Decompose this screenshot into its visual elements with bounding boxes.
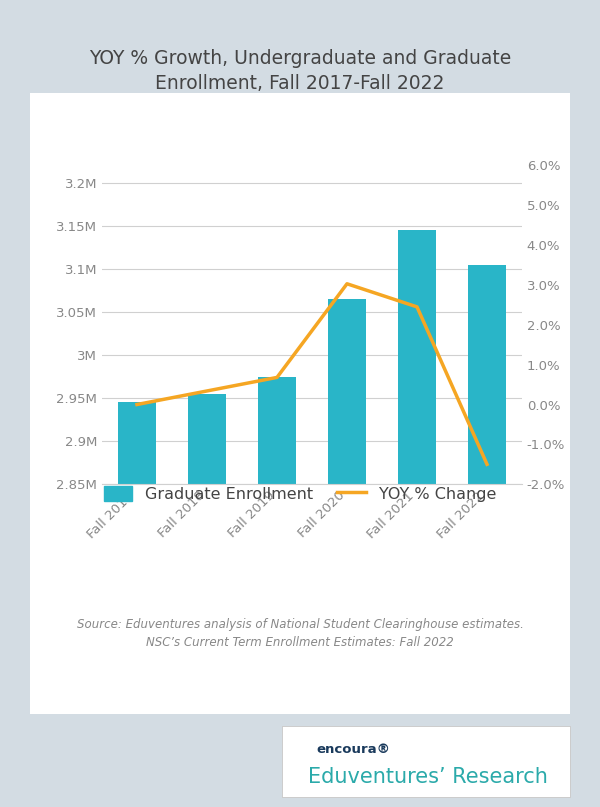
Bar bbox=[188, 394, 226, 807]
Bar bbox=[118, 403, 156, 807]
Bar bbox=[468, 265, 506, 807]
Bar bbox=[398, 230, 436, 807]
Legend: Graduate Enrollment, YOY % Change: Graduate Enrollment, YOY % Change bbox=[97, 479, 503, 508]
Bar bbox=[258, 377, 296, 807]
Text: Eduventures’ Research: Eduventures’ Research bbox=[308, 767, 548, 788]
Text: encoura®: encoura® bbox=[317, 742, 391, 755]
Text: YOY % Growth, Undergraduate and Graduate
Enrollment, Fall 2017-Fall 2022: YOY % Growth, Undergraduate and Graduate… bbox=[89, 49, 511, 93]
Bar bbox=[328, 299, 366, 807]
Text: Source: Eduventures analysis of National Student Clearinghouse estimates.
NSC’s : Source: Eduventures analysis of National… bbox=[77, 618, 523, 649]
